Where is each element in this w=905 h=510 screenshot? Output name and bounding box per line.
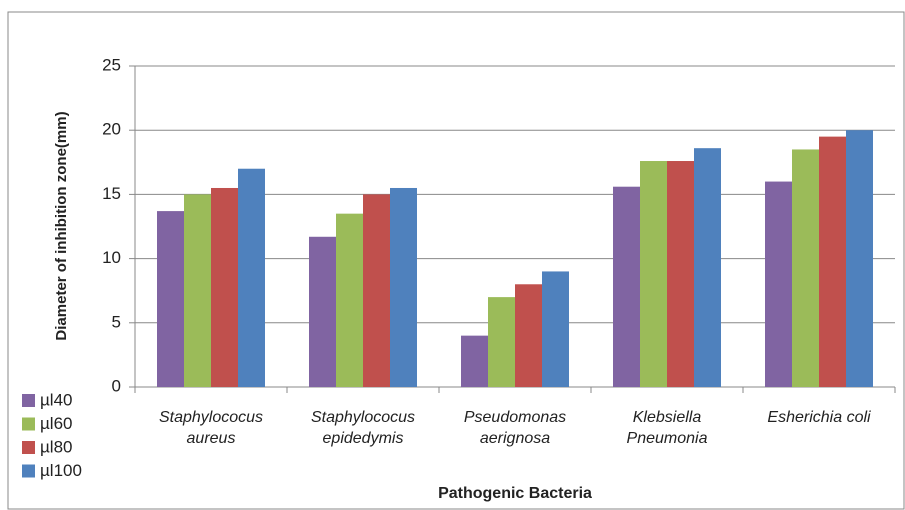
bar	[819, 136, 846, 387]
bar	[846, 130, 873, 387]
bar	[211, 187, 238, 387]
bar	[792, 149, 819, 387]
legend-swatch	[22, 464, 35, 478]
bar	[694, 148, 721, 387]
bar	[363, 194, 390, 387]
x-tick-label: Staphylococus aureus	[158, 409, 264, 447]
y-tick-label: 0	[112, 376, 121, 395]
bar	[336, 213, 363, 387]
legend-label: µl60	[40, 414, 72, 433]
y-tick-label: 25	[102, 55, 121, 74]
bar	[390, 187, 417, 387]
bar	[613, 186, 640, 387]
legend-swatch	[22, 394, 35, 407]
bar	[461, 335, 488, 387]
y-tick-label: 15	[102, 184, 121, 203]
legend-swatch	[22, 441, 35, 454]
y-tick-label: 20	[102, 120, 121, 139]
bar	[309, 236, 336, 387]
x-tick-label: Klebsiella Pneumonia	[626, 409, 708, 447]
x-tick-label: Staphylococus epidedymis	[310, 409, 416, 447]
bar	[157, 211, 184, 387]
x-tick-label: Pseudomonas aerignosa	[463, 409, 567, 447]
bar	[640, 161, 667, 387]
y-axis-label: Diameter of inhibition zone(mm)	[53, 111, 70, 340]
bar	[184, 194, 211, 387]
bar	[488, 297, 515, 387]
bar	[515, 284, 542, 387]
x-axis-label: Pathogenic Bacteria	[438, 485, 592, 502]
bar	[667, 161, 694, 387]
x-tick-label: Esherichia coli	[767, 409, 871, 426]
legend-label: µl40	[40, 390, 72, 409]
legend-label: µl80	[40, 437, 72, 456]
bar	[238, 168, 265, 387]
y-tick-label: 5	[112, 312, 121, 331]
legend-swatch	[22, 417, 35, 431]
y-tick-label: 10	[102, 248, 121, 267]
bar	[765, 181, 792, 387]
bar	[542, 271, 569, 387]
legend-label: µl100	[40, 461, 82, 480]
